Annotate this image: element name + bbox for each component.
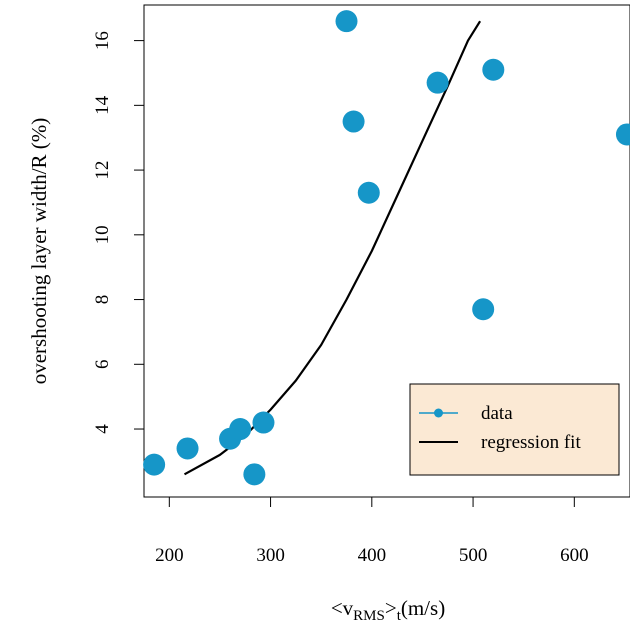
data-point	[615, 123, 630, 146]
x-tick-label: 500	[459, 545, 488, 566]
legend-data-marker	[434, 408, 443, 418]
data-point	[426, 71, 449, 94]
data-point	[472, 298, 495, 321]
x-tick-label: 400	[358, 545, 387, 566]
legend-entry-data: data	[419, 403, 513, 424]
data-point	[357, 181, 380, 204]
data-point	[243, 463, 266, 486]
x-axis-label: <vRMS>t(m/s)	[331, 596, 445, 624]
y-tick-label: 10	[92, 225, 113, 244]
y-tick-label: 6	[92, 360, 113, 370]
y-axis: 4 6 8 10 12 14 16	[92, 31, 144, 434]
data-point	[335, 10, 358, 33]
legend-label-data: data	[481, 403, 513, 424]
y-tick-label: 8	[92, 295, 113, 305]
data-points	[143, 10, 630, 486]
data-point	[252, 411, 275, 434]
data-point	[482, 58, 505, 81]
y-axis-label: overshooting layer width/R (%)	[27, 118, 51, 385]
x-axis: 200 300 400 500 600	[155, 497, 589, 566]
legend-box	[409, 383, 620, 476]
y-tick-label: 14	[92, 95, 113, 115]
data-point	[342, 110, 365, 133]
data-point	[229, 418, 252, 441]
legend-label-regression-fit: regression fit	[481, 432, 581, 453]
legend: data regression fit	[409, 383, 620, 476]
x-tick-label: 600	[560, 545, 589, 566]
y-tick-label: 4	[92, 424, 113, 434]
x-tick-label: 200	[155, 545, 184, 566]
data-point	[143, 453, 166, 476]
y-tick-label: 16	[92, 31, 113, 50]
x-tick-label: 300	[256, 545, 285, 566]
data-point	[176, 437, 199, 460]
y-tick-label: 12	[92, 161, 113, 180]
plot-frame	[143, 4, 630, 498]
legend-entry-regression-fit: regression fit	[419, 432, 581, 453]
